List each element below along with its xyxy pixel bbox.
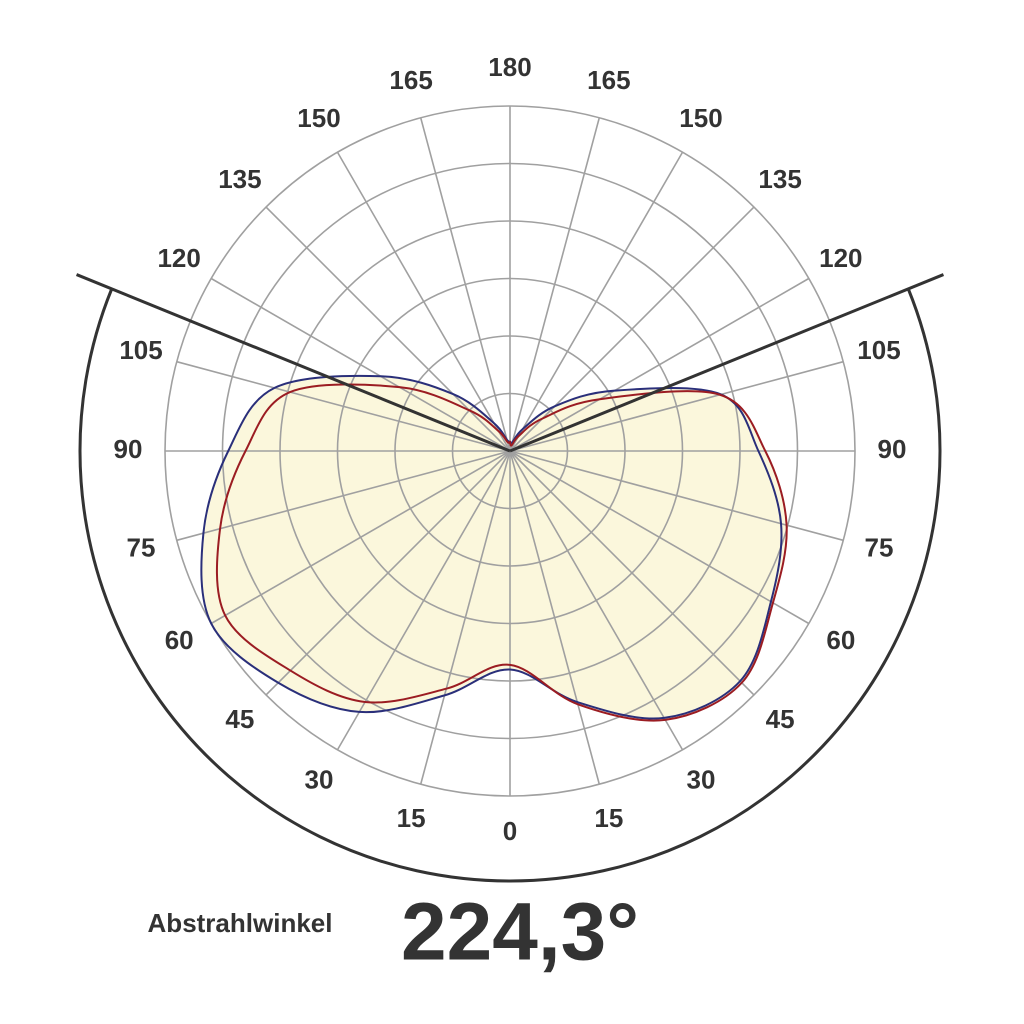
beam-angle-title: Abstrahlwinkel: [148, 908, 333, 938]
beam-angle-value: 224,3°: [401, 887, 639, 978]
angle-tick-label: 60: [165, 625, 194, 655]
angle-tick-label: 105: [857, 335, 900, 365]
grid-spoke: [210, 450, 511, 625]
grid-spoke: [265, 450, 511, 696]
angle-tick-label: 15: [397, 803, 426, 833]
beam-angle-line: [509, 273, 945, 453]
angle-tick-label: 30: [687, 765, 716, 795]
angle-tick-label: 120: [819, 243, 862, 273]
area: [216, 384, 787, 721]
grid-spoke: [419, 117, 511, 452]
angle-tick-label: 165: [389, 65, 432, 95]
beam-angle-arc: [78, 288, 942, 883]
angle-tick-label: 90: [114, 434, 143, 464]
angle-tick-label: 15: [594, 803, 623, 833]
angle-tick-label: 120: [157, 243, 200, 273]
curve: [200, 374, 783, 720]
angle-tick-label: 105: [119, 335, 162, 365]
grid-spoke: [509, 450, 601, 785]
angle-tick-label: 60: [826, 625, 855, 655]
angle-tick-label: 150: [679, 103, 722, 133]
angle-tick-label: 180: [488, 52, 531, 82]
curve: [215, 383, 788, 722]
angle-tick-label: 135: [758, 164, 801, 194]
grid-spoke: [336, 151, 511, 452]
grid-spoke: [210, 277, 511, 452]
grid-spoke: [509, 117, 601, 452]
angle-tick-label: 45: [225, 704, 254, 734]
angle-tick-label: 150: [297, 103, 340, 133]
beam-angle-line: [75, 273, 511, 453]
angle-tick-label: 165: [587, 65, 630, 95]
grid-spoke: [509, 206, 755, 452]
grid-spoke: [176, 450, 511, 542]
grid-spoke: [509, 151, 684, 452]
grid-spoke: [509, 450, 755, 696]
grid-spoke: [419, 450, 511, 785]
angle-tick-label: 0: [503, 816, 517, 846]
grid-spoke: [336, 450, 511, 751]
angle-tick-label: 135: [218, 164, 261, 194]
angle-tick-label: 30: [305, 765, 334, 795]
grid-spoke: [509, 450, 844, 542]
angle-tick-label: 75: [127, 533, 156, 563]
grid-spoke: [509, 360, 844, 452]
angle-tick-label: 75: [865, 533, 894, 563]
angle-tick-label: 45: [766, 704, 795, 734]
grid-spoke: [509, 277, 810, 452]
grid-spoke: [509, 450, 810, 625]
angle-tick-label: 90: [878, 434, 907, 464]
grid-spoke: [509, 450, 684, 751]
grid-spoke: [176, 360, 511, 452]
